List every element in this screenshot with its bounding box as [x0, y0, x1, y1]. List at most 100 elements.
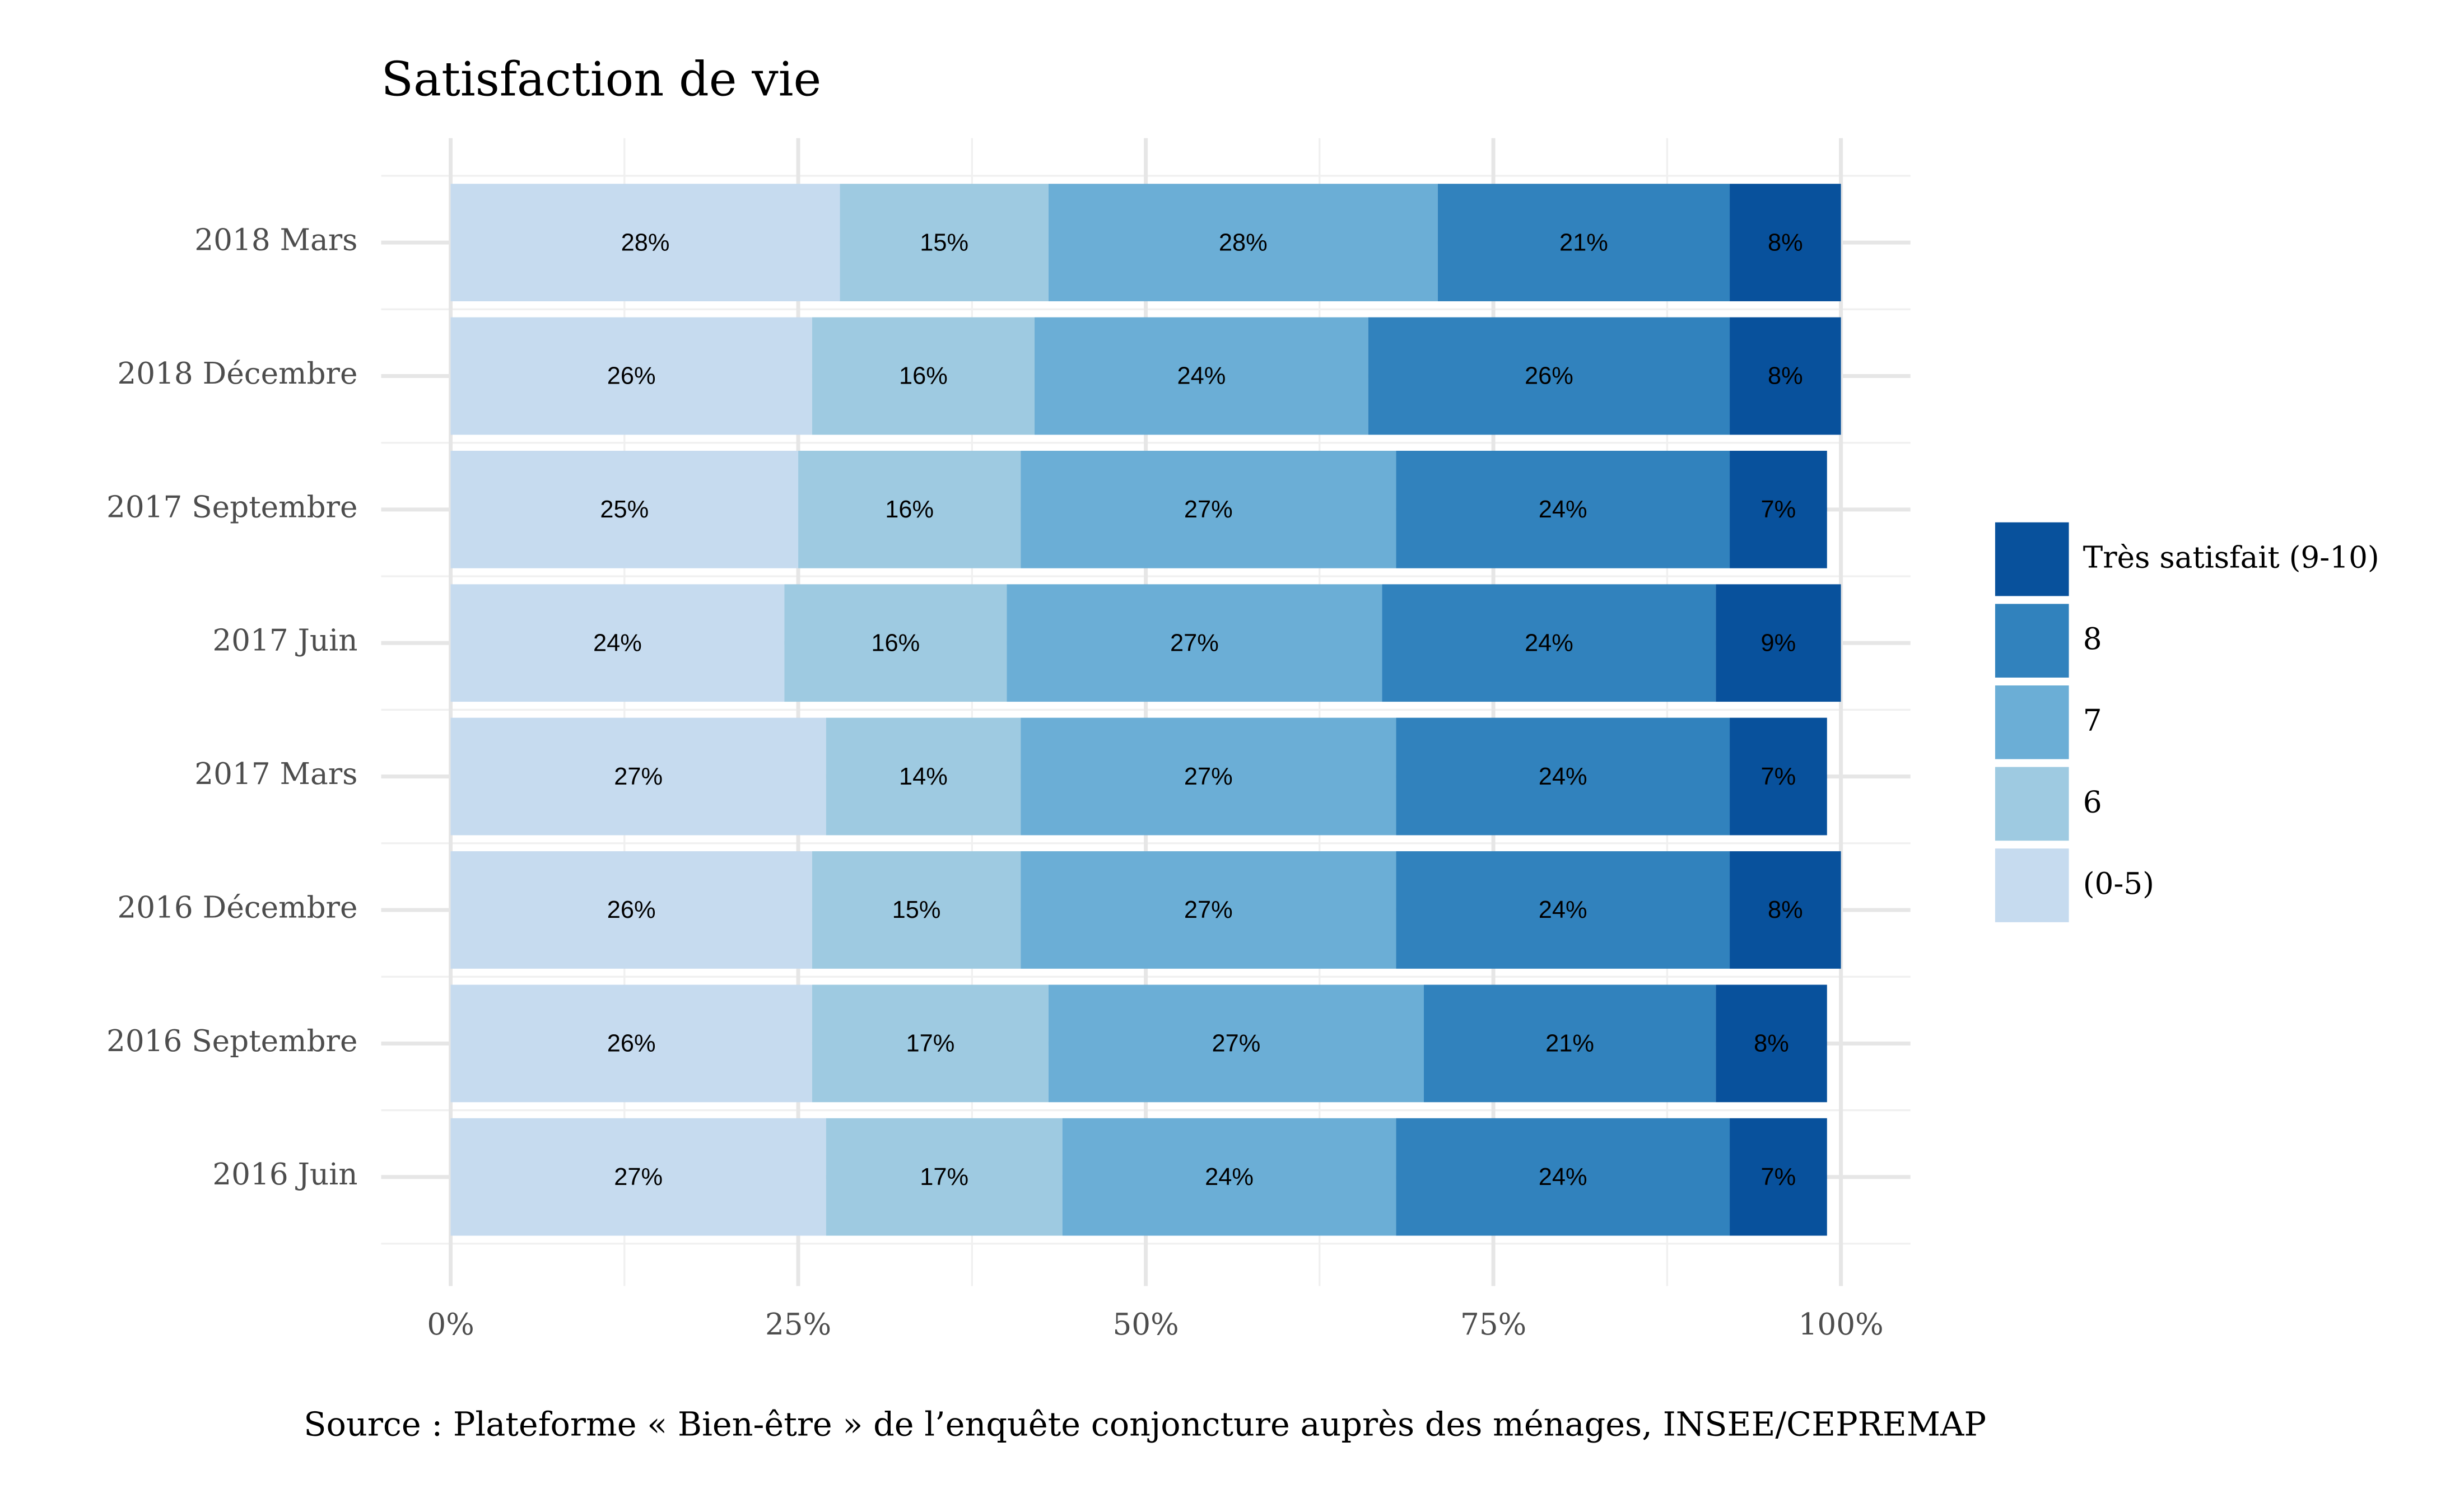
- x-tick-label: 75%: [1460, 1307, 1526, 1342]
- data-label: 24%: [1205, 1164, 1254, 1191]
- y-tick-label: 2016 Décembre: [117, 890, 357, 925]
- data-label: 26%: [1525, 363, 1573, 390]
- bar-segment: [812, 851, 1021, 969]
- bar-segment: [450, 984, 812, 1103]
- bar-segment: [1396, 717, 1730, 836]
- bar-segment: [450, 1118, 826, 1236]
- data-label: 24%: [1177, 363, 1226, 390]
- legend-label: Très satisfait (9-10): [2083, 540, 2379, 575]
- bar-segment: [450, 317, 812, 435]
- bar-segment: [826, 717, 1021, 836]
- x-tick-label: 25%: [765, 1307, 831, 1342]
- bar-segment: [450, 450, 799, 568]
- bar-segment: [450, 851, 812, 969]
- legend-label: 6: [2083, 785, 2102, 819]
- bar-segment: [1035, 317, 1368, 435]
- bar-segment: [784, 584, 1007, 702]
- data-label: 26%: [607, 363, 656, 390]
- data-label: 8%: [1768, 897, 1803, 923]
- bar-segment: [812, 317, 1035, 435]
- data-label: 15%: [920, 229, 968, 256]
- data-label: 27%: [1184, 763, 1233, 790]
- data-label: 17%: [906, 1030, 954, 1057]
- bar-segment: [1021, 851, 1396, 969]
- data-label: 8%: [1768, 229, 1803, 256]
- data-label: 16%: [899, 363, 948, 390]
- legend-swatch: [1995, 685, 2069, 759]
- y-tick-label: 2017 Juin: [212, 623, 357, 658]
- y-tick-label: 2017 Mars: [194, 757, 357, 791]
- data-label: 24%: [1539, 897, 1587, 923]
- bar-segment: [1730, 450, 1827, 568]
- legend-swatch: [1995, 767, 2069, 841]
- bar-segment: [1021, 717, 1396, 836]
- data-label: 24%: [1539, 1164, 1587, 1191]
- bar-segment: [1716, 984, 1827, 1103]
- caption: Source : Plateforme « Bien-être » de l’e…: [304, 1405, 1986, 1444]
- legend-swatch: [1995, 604, 2069, 678]
- y-tick-label: 2017 Septembre: [106, 489, 357, 524]
- bar-segment: [1730, 184, 1841, 301]
- data-label: 27%: [1184, 897, 1233, 923]
- data-label: 27%: [1170, 629, 1219, 656]
- bar-segment: [450, 584, 785, 702]
- bar-segment: [1730, 317, 1841, 435]
- data-label: 27%: [614, 1164, 663, 1191]
- bar-segment: [1048, 984, 1424, 1103]
- data-label: 24%: [593, 629, 642, 656]
- bar-segment: [1437, 184, 1730, 301]
- bar-segment: [1716, 584, 1841, 702]
- x-tick-label: 50%: [1112, 1307, 1179, 1342]
- legend-swatch: [1995, 848, 2069, 922]
- y-tick-label: 2018 Décembre: [117, 356, 357, 391]
- bar-segment: [1730, 717, 1827, 836]
- x-tick-label: 100%: [1799, 1307, 1884, 1342]
- data-label: 24%: [1539, 763, 1587, 790]
- data-label: 9%: [1761, 629, 1796, 656]
- x-tick-label: 0%: [427, 1307, 474, 1342]
- data-label: 16%: [885, 496, 934, 523]
- bar-segment: [1062, 1118, 1396, 1236]
- data-label: 27%: [1184, 496, 1233, 523]
- data-label: 28%: [621, 229, 670, 256]
- bar-segment: [1007, 584, 1382, 702]
- bar-segment: [1730, 1118, 1827, 1236]
- y-tick-label: 2018 Mars: [194, 223, 357, 258]
- data-label: 24%: [1525, 629, 1573, 656]
- bar-segment: [1396, 1118, 1730, 1236]
- bar-segment: [450, 717, 826, 836]
- data-label: 8%: [1754, 1030, 1789, 1057]
- bar-segment: [1368, 317, 1730, 435]
- bar-segment: [798, 450, 1021, 568]
- data-label: 14%: [899, 763, 948, 790]
- bar-segment: [1396, 851, 1730, 969]
- data-label: 17%: [920, 1164, 968, 1191]
- chart-title: Satisfaction de vie: [381, 52, 821, 107]
- legend-swatch: [1995, 522, 2069, 596]
- data-label: 7%: [1761, 496, 1796, 523]
- bar-segment: [840, 184, 1049, 301]
- y-tick-label: 2016 Septembre: [106, 1024, 357, 1058]
- bar-segment: [1396, 450, 1730, 568]
- data-label: 26%: [607, 1030, 656, 1057]
- data-label: 26%: [607, 897, 656, 923]
- legend-label: 7: [2083, 703, 2102, 738]
- bar-segment: [812, 984, 1049, 1103]
- data-label: 28%: [1219, 229, 1268, 256]
- data-label: 27%: [1212, 1030, 1260, 1057]
- bar-segment: [1730, 851, 1841, 969]
- data-label: 16%: [871, 629, 920, 656]
- data-label: 27%: [614, 763, 663, 790]
- data-label: 15%: [892, 897, 941, 923]
- bar-segment: [826, 1118, 1063, 1236]
- bar-segment: [450, 184, 840, 301]
- bar-segment: [1048, 184, 1438, 301]
- data-label: 24%: [1539, 496, 1587, 523]
- data-label: 21%: [1545, 1030, 1594, 1057]
- data-label: 7%: [1761, 1164, 1796, 1191]
- bar-segment: [1021, 450, 1396, 568]
- y-tick-label: 2016 Juin: [212, 1157, 357, 1192]
- bar-segment: [1382, 584, 1716, 702]
- legend-label: (0-5): [2083, 866, 2154, 901]
